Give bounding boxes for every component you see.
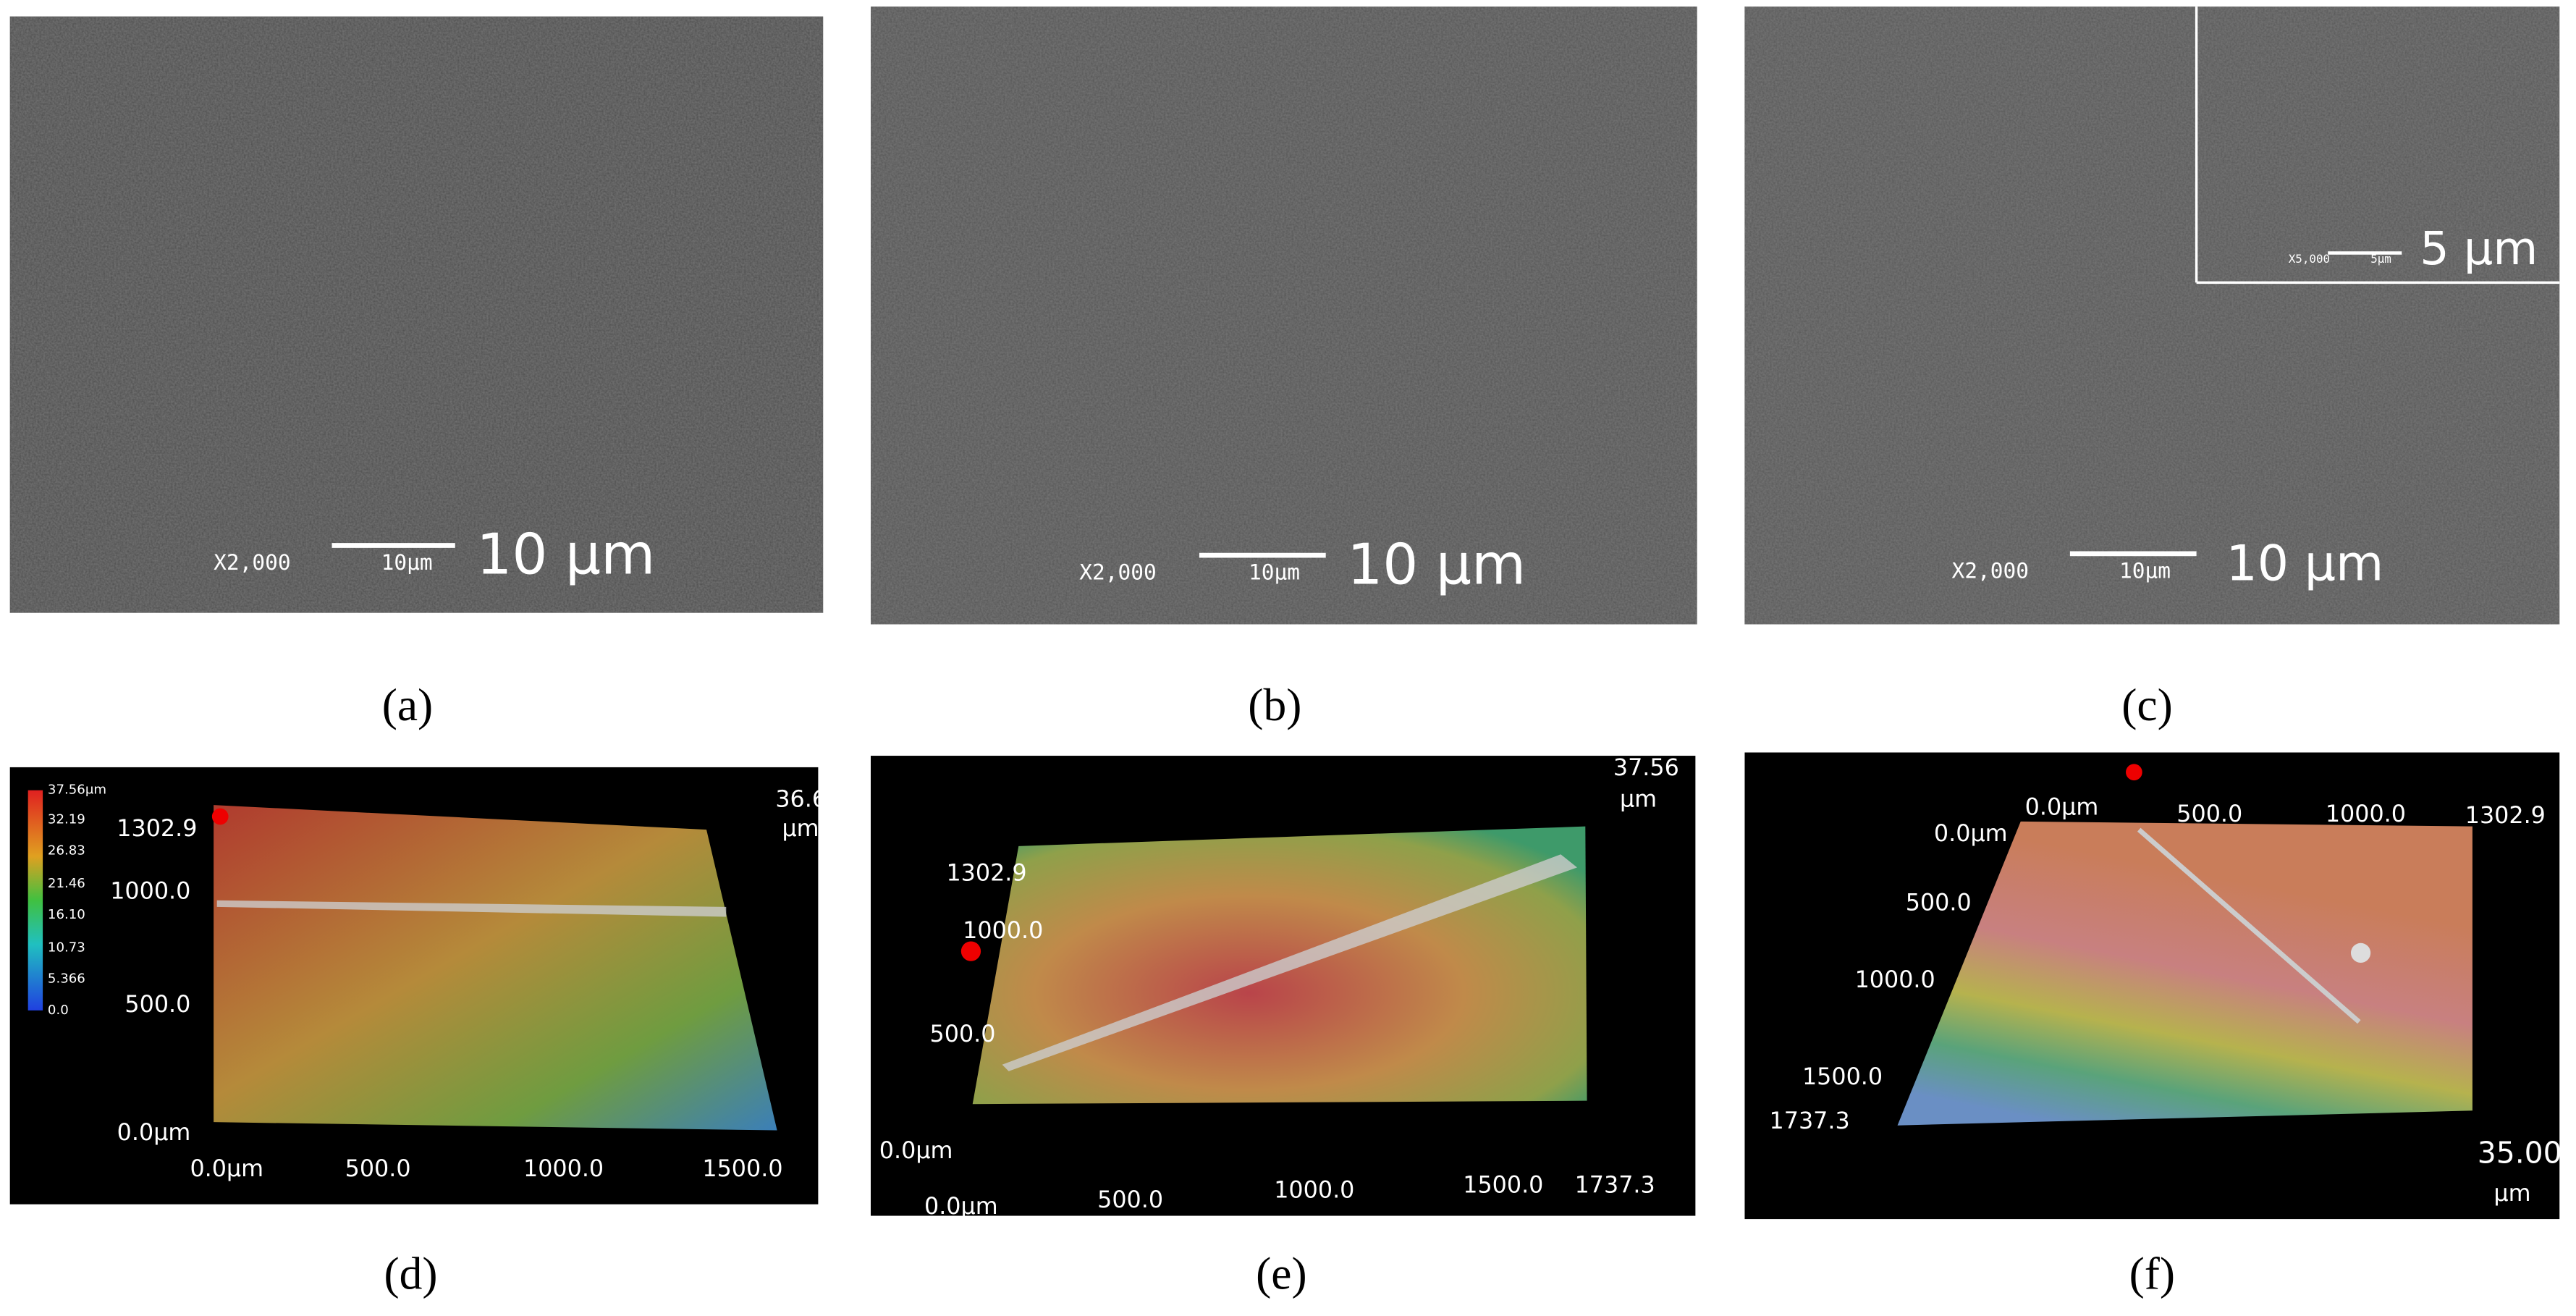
marker [2126, 764, 2142, 781]
profile-line [1002, 854, 1577, 1071]
panel-label: (f) [2129, 1247, 2176, 1299]
z-unit: μm [1620, 786, 1657, 812]
axis-label: 1500.0 [1802, 1064, 1883, 1090]
colorbar-label: 26.83 [48, 843, 85, 859]
panel-label: (e) [1256, 1247, 1307, 1299]
axis-label: 1000.0 [2326, 801, 2406, 827]
scale-small: 10μm [381, 550, 433, 575]
scale-label: 10 μm [476, 523, 655, 588]
scale-label: 10 μm [2226, 536, 2383, 593]
profile-line [216, 900, 727, 917]
scale-label: 10 μm [1347, 532, 1526, 597]
axis-label: 0.0μm [2025, 795, 2099, 821]
axis-label: 0.0μm [117, 1120, 191, 1146]
z-max: 37.56 [1613, 755, 1679, 781]
sem-image [1744, 7, 2560, 625]
axis-label: 1000.0 [1855, 967, 1935, 993]
axis-label: 1737.3 [1770, 1108, 1850, 1134]
marker [960, 941, 981, 961]
axis-label: 1500.0 [702, 1156, 782, 1182]
colorbar-label: 10.73 [48, 940, 85, 956]
z-max: 36.68 [775, 786, 841, 812]
scale-label: 5 μm [2420, 222, 2538, 275]
surface [214, 805, 777, 1131]
profile-line [2137, 827, 2361, 1024]
magnification: X5,000 [2289, 252, 2330, 266]
axis-label: 1000.0 [1274, 1178, 1354, 1204]
colorbar-label: 32.19 [48, 812, 85, 827]
magnification: X2,000 [1079, 560, 1157, 585]
axis-label: 500.0 [1097, 1187, 1163, 1213]
marker [2350, 942, 2371, 963]
axis-label: 0.0μm [879, 1138, 953, 1164]
axis-label: 0.0μm [190, 1156, 263, 1182]
panel-label: (c) [2121, 679, 2173, 730]
axis-label: 1000.0 [523, 1156, 604, 1182]
colorbar-label: 21.46 [48, 876, 85, 891]
colorbar-label: 5.366 [48, 971, 85, 987]
axis-label: 1500.0 [1463, 1173, 1543, 1199]
axis-label: 0.0μm [924, 1194, 998, 1220]
panel-label: (a) [382, 679, 434, 730]
axis-label: 1302.9 [946, 860, 1026, 886]
axis-label: 1000.0 [963, 918, 1043, 944]
panel-label: (b) [1248, 679, 1301, 730]
marker [211, 808, 229, 825]
z-unit: μm [2493, 1181, 2530, 1207]
scale-small: 5μm [2370, 252, 2391, 266]
scale-small: 10μm [2119, 558, 2171, 583]
axis-label: 500.0 [124, 992, 190, 1018]
magnification: X2,000 [1951, 558, 2029, 583]
axis-label: 500.0 [930, 1021, 996, 1047]
sem-image [871, 7, 1697, 625]
z-max: 35.00 [2478, 1136, 2562, 1171]
axis-label: 1737.3 [1575, 1173, 1655, 1199]
axis-label: 1000.0 [110, 878, 190, 904]
magnification: X2,000 [214, 550, 291, 575]
colorbar-label: 0.0 [48, 1003, 69, 1018]
scale-small: 10μm [1249, 560, 1300, 585]
axis-label: 0.0μm [1934, 821, 2008, 847]
axis-label: 500.0 [345, 1156, 411, 1182]
axis-label: 1302.9 [2465, 803, 2546, 829]
panel-label: (d) [384, 1247, 437, 1299]
colorbar-label: 16.10 [48, 907, 85, 922]
z-unit: μm [782, 816, 819, 842]
sem-image [9, 16, 824, 613]
colorbar [28, 790, 43, 1011]
axis-label: 500.0 [2176, 801, 2242, 827]
colorbar-label: 37.56μm [48, 783, 106, 798]
surface [1897, 821, 2472, 1126]
axis-label: 1302.9 [117, 816, 197, 842]
axis-label: 500.0 [1906, 890, 1972, 916]
